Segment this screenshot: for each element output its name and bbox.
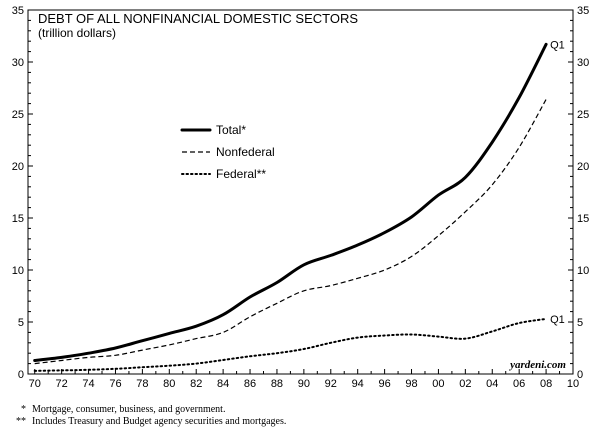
left-y-axis: 0 5 10 15 20 25 30 35 [12,5,33,381]
chart-title: DEBT OF ALL NONFINANCIAL DOMESTIC SECTOR… [38,11,358,26]
end-annotation: Q1 [550,314,565,326]
legend-label: Nonfederal [216,145,275,159]
footnote-mark: * [21,404,26,415]
y-tick-label: 15 [577,213,589,225]
x-tick-label: 04 [486,378,498,390]
y-tick-label: 30 [577,57,589,69]
y-tick-label: 30 [12,57,24,69]
series-layer [33,42,548,372]
y-tick-label: 0 [577,369,583,381]
x-tick-label: 92 [325,378,337,390]
annotation-layer: Q1 Q1 [550,39,565,326]
x-tick-label: 88 [271,378,283,390]
x-tick-label: 90 [298,378,310,390]
y-tick-label: 25 [577,109,589,121]
footnote-2: ** Includes Treasury and Budget agency se… [4,416,594,428]
y-tick-label: 20 [12,161,24,173]
y-tick-label: 5 [18,317,24,329]
y-tick-label: 15 [12,213,24,225]
y-tick-label: 35 [12,5,24,17]
footnote-text: Mortgage, consumer, business, and govern… [32,404,226,415]
legend-label: Total* [216,123,246,137]
x-tick-label: 08 [540,378,552,390]
x-tick-label: 98 [405,378,417,390]
legend-label: Federal** [216,167,266,181]
y-tick-label: 35 [577,5,589,17]
x-axis: 70 72 74 76 78 80 82 84 86 88 90 92 94 96 98 00 02 04 06 08… [29,369,579,390]
x-tick-label: 06 [513,378,525,390]
y-tick-label: 20 [577,161,589,173]
x-tick-label: 02 [459,378,471,390]
source-label: yardeni.com [508,359,566,371]
y-tick-label: 25 [12,109,24,121]
chart-subtitle: (trillion dollars) [38,26,116,40]
x-tick-label: 96 [378,378,390,390]
y-tick-label: 5 [577,317,583,329]
x-tick-label: 78 [136,378,148,390]
legend: Total* Nonfederal Federal** [180,123,275,181]
plot-frame [27,9,574,375]
y-tick-label: 10 [12,265,24,277]
debt-chart: DEBT OF ALL NONFINANCIAL DOMESTIC SECTOR… [12,5,590,390]
footnotes: * Mortgage, consumer, business, and gover… [4,404,594,428]
x-tick-label: 74 [82,378,94,390]
footnote-1: * Mortgage, consumer, business, and gover… [4,404,594,416]
x-tick-label: 10 [567,378,579,390]
y-tick-label: 10 [577,265,589,277]
x-tick-label: 72 [56,378,68,390]
x-tick-label: 00 [432,378,444,390]
x-tick-label: 70 [29,378,41,390]
x-tick-label: 82 [190,378,202,390]
x-tick-label: 94 [352,378,364,390]
end-annotation: Q1 [550,39,565,51]
series-line-3 [33,317,548,372]
footnote-text: Includes Treasury and Budget agency secu… [32,416,287,427]
x-tick-label: 86 [244,378,256,390]
y-tick-label: 0 [18,369,24,381]
x-tick-label: 76 [109,378,121,390]
x-tick-label: 80 [163,378,175,390]
series-line-2 [34,99,547,365]
footnote-mark: ** [16,416,26,427]
series-line-1 [33,42,548,362]
right-y-axis: 0 5 10 15 20 25 30 35 [568,5,589,381]
x-tick-label: 84 [217,378,229,390]
